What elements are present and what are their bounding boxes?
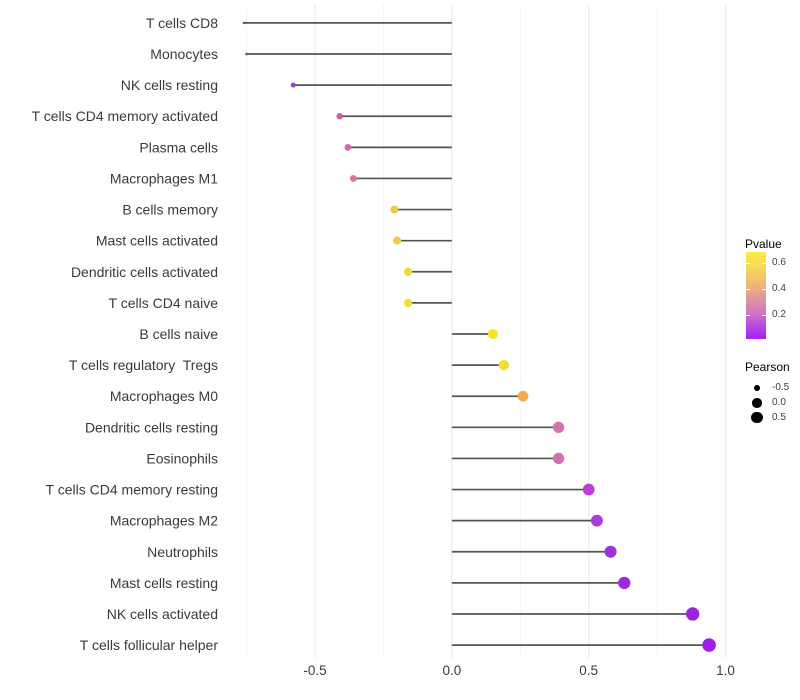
y-axis-label: T cells follicular helper (80, 637, 219, 653)
pvalue-tick-label: 0.2 (772, 309, 786, 320)
pearson-legend-title: Pearson (745, 360, 790, 374)
pvalue-colorbar-tick (762, 315, 766, 316)
lollipop-dot (552, 452, 565, 465)
pvalue-legend-title: Pvalue (745, 237, 782, 251)
lollipop-dot (403, 298, 413, 308)
lollipop-dot (517, 390, 529, 402)
pvalue-colorbar-tick (746, 289, 750, 290)
y-axis-label: Dendritic cells activated (71, 264, 218, 280)
pvalue-colorbar-tick (746, 263, 750, 264)
y-axis-label: Monocytes (150, 46, 218, 62)
y-axis-label: NK cells activated (107, 606, 218, 622)
y-axis-label: T cells CD4 memory resting (46, 482, 218, 498)
y-axis-label: Macrophages M0 (110, 388, 218, 404)
pearson-size-dot (752, 398, 762, 408)
lollipop-dot (686, 607, 700, 621)
y-axis-label: NK cells resting (121, 77, 218, 93)
lollipop-dot (702, 638, 716, 652)
lollipop-dot (344, 143, 352, 151)
lollipop-dot (582, 483, 595, 496)
pearson-size-dot (751, 411, 763, 424)
y-axis-label: Eosinophils (146, 450, 218, 466)
pvalue-colorbar-tick (746, 315, 750, 316)
pvalue-colorbar-tick (762, 263, 766, 264)
x-axis-tick-label: 0.5 (579, 663, 598, 678)
y-axis-label: B cells memory (122, 202, 218, 218)
lollipop-dot (604, 545, 617, 558)
y-axis-label: T cells CD8 (146, 15, 218, 31)
y-axis-label: T cells regulatory Tregs (69, 357, 218, 373)
pvalue-colorbar-tick (762, 289, 766, 290)
y-axis-label: Macrophages M2 (110, 513, 218, 529)
pearson-size-label: 0.0 (772, 397, 786, 408)
lollipop-dot (336, 112, 343, 120)
y-axis-label: Mast cells activated (96, 233, 218, 249)
lollipop-dot (498, 359, 510, 371)
y-axis-label: Macrophages M1 (110, 170, 218, 186)
x-axis-tick-label: 1.0 (716, 663, 735, 678)
y-axis-label: Neutrophils (147, 544, 218, 560)
pearson-size-dot (754, 385, 760, 391)
y-axis-label: Dendritic cells resting (85, 419, 218, 435)
lollipop-dot (393, 236, 402, 245)
y-axis-label: T cells CD4 memory activated (32, 108, 218, 124)
y-axis-label: B cells naive (139, 326, 218, 342)
lollipop-dot (552, 421, 565, 433)
y-axis-label: T cells CD4 naive (109, 295, 219, 311)
lollipop-dot (618, 576, 631, 590)
y-axis-label: Plasma cells (139, 139, 218, 155)
lollipop-dot (487, 328, 498, 340)
pvalue-colorbar (746, 252, 766, 339)
lollipop-dot (403, 267, 413, 276)
y-axis-label: Mast cells resting (110, 575, 218, 591)
x-axis-tick-label: 0.0 (442, 663, 461, 678)
pearson-size-label: 0.5 (772, 411, 786, 423)
lollipop-dot (242, 21, 246, 25)
lollipop-dot (590, 514, 603, 527)
lollipop-dot (390, 205, 399, 214)
pearson-size-label: -0.5 (772, 382, 790, 393)
lollipop-dot (290, 82, 296, 88)
pvalue-tick-label: 0.6 (772, 257, 786, 268)
lollipop-dot (349, 174, 357, 182)
x-axis-tick-label: -0.5 (303, 663, 326, 678)
lollipop-dot (245, 52, 248, 56)
pvalue-tick-label: 0.4 (772, 283, 786, 294)
